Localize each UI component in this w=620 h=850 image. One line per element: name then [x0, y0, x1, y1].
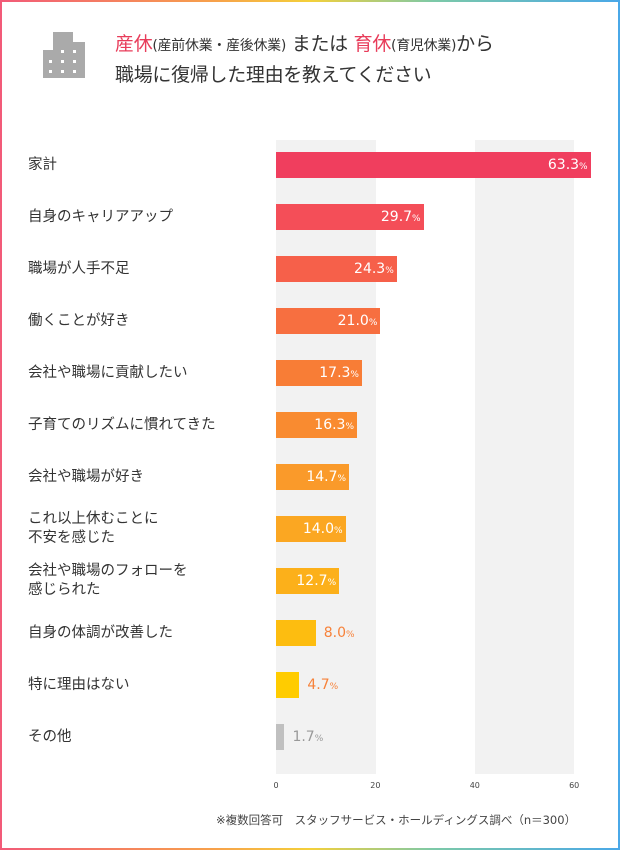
category-label: 特に理由はない: [28, 676, 130, 693]
bar: [276, 152, 591, 178]
title-text: または: [286, 33, 354, 55]
chart-title: 産休(産前休業・産後休業) または 育休(育児休業)から 職場に復帰した理由を教…: [115, 30, 494, 90]
title-line2: 職場に復帰した理由を教えてください: [115, 64, 432, 86]
value-label: 24.3%: [354, 261, 394, 277]
title-sub: (産前休業・産後休業): [152, 38, 287, 54]
category-label: 会社や職場が好き: [28, 468, 144, 485]
footnote: ※複数回答可 スタッフサービス・ホールディングス調べ（n＝300）: [216, 813, 577, 827]
bar: [276, 412, 357, 438]
bar: [276, 308, 381, 334]
value-label: 14.7%: [306, 469, 347, 485]
category-label: 自身のキャリアアップ: [28, 208, 173, 225]
category-label: その他: [28, 728, 72, 745]
title-highlight: 産休: [115, 33, 153, 55]
title-text: から: [456, 33, 494, 55]
value-label: 29.7%: [380, 209, 421, 225]
bar: [276, 724, 285, 750]
category-label: 職場が人手不足: [28, 260, 130, 277]
bar: [276, 516, 346, 542]
x-tick-label: 0: [273, 781, 279, 790]
title-highlight: 育休: [353, 33, 392, 55]
category-label: 会社や職場に貢献したい: [28, 364, 188, 381]
category-label: これ以上休むことに 不安を感じた: [28, 511, 159, 546]
category-label: 子育てのリズムに慣れてきた: [28, 416, 216, 433]
x-tick-label: 20: [370, 781, 381, 790]
category-label: 自身の体調が改善した: [28, 624, 173, 641]
bar: [276, 568, 340, 594]
category-label: 家計: [28, 156, 57, 173]
category-label: 働くことが好き: [28, 312, 130, 329]
value-label: 8.0%: [323, 625, 355, 641]
grid-band: [276, 140, 376, 774]
value-label: 17.3%: [319, 365, 359, 381]
value-label: 63.3%: [547, 157, 588, 173]
bar: [276, 360, 362, 386]
value-label: 4.7%: [307, 677, 339, 693]
bar: [276, 620, 316, 646]
value-label: 12.7%: [296, 573, 337, 589]
title-sub: (育児休業): [391, 38, 457, 54]
value-label: 21.0%: [337, 313, 378, 329]
bar: [276, 464, 350, 490]
value-label: 16.3%: [314, 417, 355, 433]
bar: [276, 672, 300, 698]
grid-band: [475, 140, 574, 774]
bar: [276, 204, 424, 230]
x-tick-label: 60: [569, 781, 580, 790]
category-label: 会社や職場のフォローを 感じられた: [28, 563, 188, 598]
value-label: 14.0%: [302, 521, 343, 537]
value-label: 1.7%: [292, 729, 324, 745]
building-icon: [43, 32, 85, 78]
x-tick-label: 40: [469, 781, 480, 790]
bar: [276, 256, 397, 282]
